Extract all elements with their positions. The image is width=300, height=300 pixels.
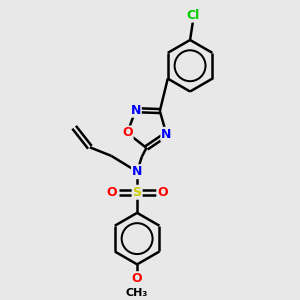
Text: N: N — [161, 128, 172, 141]
Text: Cl: Cl — [186, 9, 200, 22]
Text: O: O — [158, 186, 168, 199]
Text: S: S — [133, 186, 142, 199]
Text: N: N — [132, 165, 142, 178]
Text: N: N — [130, 104, 141, 117]
Text: CH₃: CH₃ — [126, 288, 148, 298]
Text: O: O — [132, 272, 142, 285]
Text: O: O — [106, 186, 117, 199]
Text: O: O — [122, 127, 133, 140]
